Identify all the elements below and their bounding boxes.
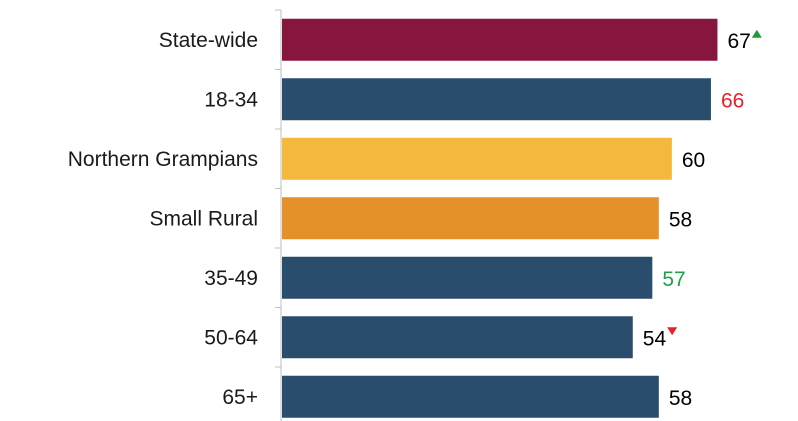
category-label: 18-34 bbox=[204, 88, 258, 111]
value-label: 67 bbox=[727, 30, 750, 53]
category-label: State-wide bbox=[159, 29, 258, 52]
value-label: 58 bbox=[669, 387, 692, 410]
axis-layer bbox=[275, 9, 282, 421]
category-label: Small Rural bbox=[149, 207, 258, 230]
value-label: 66 bbox=[721, 89, 744, 112]
category-label: 65+ bbox=[222, 386, 258, 409]
value-label: 58 bbox=[669, 208, 692, 231]
value-label: 57 bbox=[662, 268, 685, 291]
bar bbox=[282, 78, 711, 121]
bar bbox=[282, 316, 633, 359]
category-label: 50-64 bbox=[204, 326, 258, 349]
bar bbox=[282, 375, 659, 418]
bar bbox=[282, 137, 672, 180]
category-label: 35-49 bbox=[204, 267, 258, 290]
bars-layer bbox=[282, 18, 718, 418]
value-label: 54 bbox=[643, 327, 667, 350]
down-arrow-icon bbox=[667, 327, 678, 336]
bar bbox=[282, 197, 659, 240]
category-label: Northern Grampians bbox=[68, 148, 258, 171]
bar bbox=[282, 18, 718, 61]
labels-layer: State-wide 67 18-34 66 Northern Grampians 60 S… bbox=[68, 29, 762, 410]
up-arrow-icon bbox=[751, 29, 762, 38]
bar bbox=[282, 256, 653, 299]
value-label: 60 bbox=[682, 149, 705, 172]
